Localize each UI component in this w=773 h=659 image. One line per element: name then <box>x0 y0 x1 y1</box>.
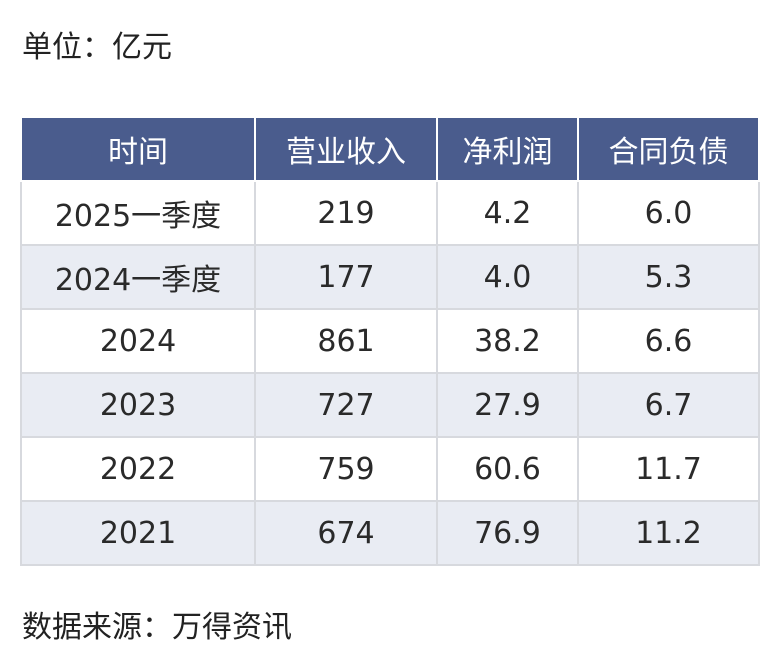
cell-time: 2025一季度 <box>20 180 256 246</box>
source-label: 数据来源：万得资讯 <box>22 610 292 645</box>
unit-label: 单位：亿元 <box>22 30 172 65</box>
cell-revenue: 861 <box>254 308 438 374</box>
cell-contract-liabilities: 5.3 <box>577 244 760 310</box>
cell-net-profit: 38.2 <box>436 308 579 374</box>
cell-contract-liabilities: 11.7 <box>577 436 760 502</box>
cell-contract-liabilities: 6.0 <box>577 180 760 246</box>
cell-time: 2021 <box>20 500 256 566</box>
table-row: 2022 759 60.6 11.7 <box>20 436 760 502</box>
table-row: 2024一季度 177 4.0 5.3 <box>20 244 760 310</box>
cell-revenue: 177 <box>254 244 438 310</box>
table-row: 2021 674 76.9 11.2 <box>20 500 760 566</box>
cell-contract-liabilities: 11.2 <box>577 500 760 566</box>
cell-time: 2024 <box>20 308 256 374</box>
table-row: 2023 727 27.9 6.7 <box>20 372 760 438</box>
cell-net-profit: 4.0 <box>436 244 579 310</box>
header-contract-liabilities: 合同负债 <box>577 116 760 182</box>
cell-revenue: 727 <box>254 372 438 438</box>
cell-contract-liabilities: 6.6 <box>577 308 760 374</box>
cell-time: 2022 <box>20 436 256 502</box>
cell-net-profit: 60.6 <box>436 436 579 502</box>
cell-revenue: 219 <box>254 180 438 246</box>
cell-time: 2023 <box>20 372 256 438</box>
cell-contract-liabilities: 6.7 <box>577 372 760 438</box>
cell-net-profit: 76.9 <box>436 500 579 566</box>
cell-revenue: 759 <box>254 436 438 502</box>
table-row: 2025一季度 219 4.2 6.0 <box>20 180 760 246</box>
data-table: 时间 营业收入 净利润 合同负债 2025一季度 219 4.2 6.0 202… <box>20 116 760 566</box>
header-net-profit: 净利润 <box>436 116 579 182</box>
cell-net-profit: 4.2 <box>436 180 579 246</box>
table-body: 2025一季度 219 4.2 6.0 2024一季度 177 4.0 5.3 … <box>20 180 760 566</box>
header-time: 时间 <box>20 116 256 182</box>
cell-revenue: 674 <box>254 500 438 566</box>
header-row: 时间 营业收入 净利润 合同负债 <box>20 116 760 182</box>
header-revenue: 营业收入 <box>254 116 438 182</box>
cell-net-profit: 27.9 <box>436 372 579 438</box>
table-row: 2024 861 38.2 6.6 <box>20 308 760 374</box>
table-header: 时间 营业收入 净利润 合同负债 <box>20 116 760 182</box>
cell-time: 2024一季度 <box>20 244 256 310</box>
